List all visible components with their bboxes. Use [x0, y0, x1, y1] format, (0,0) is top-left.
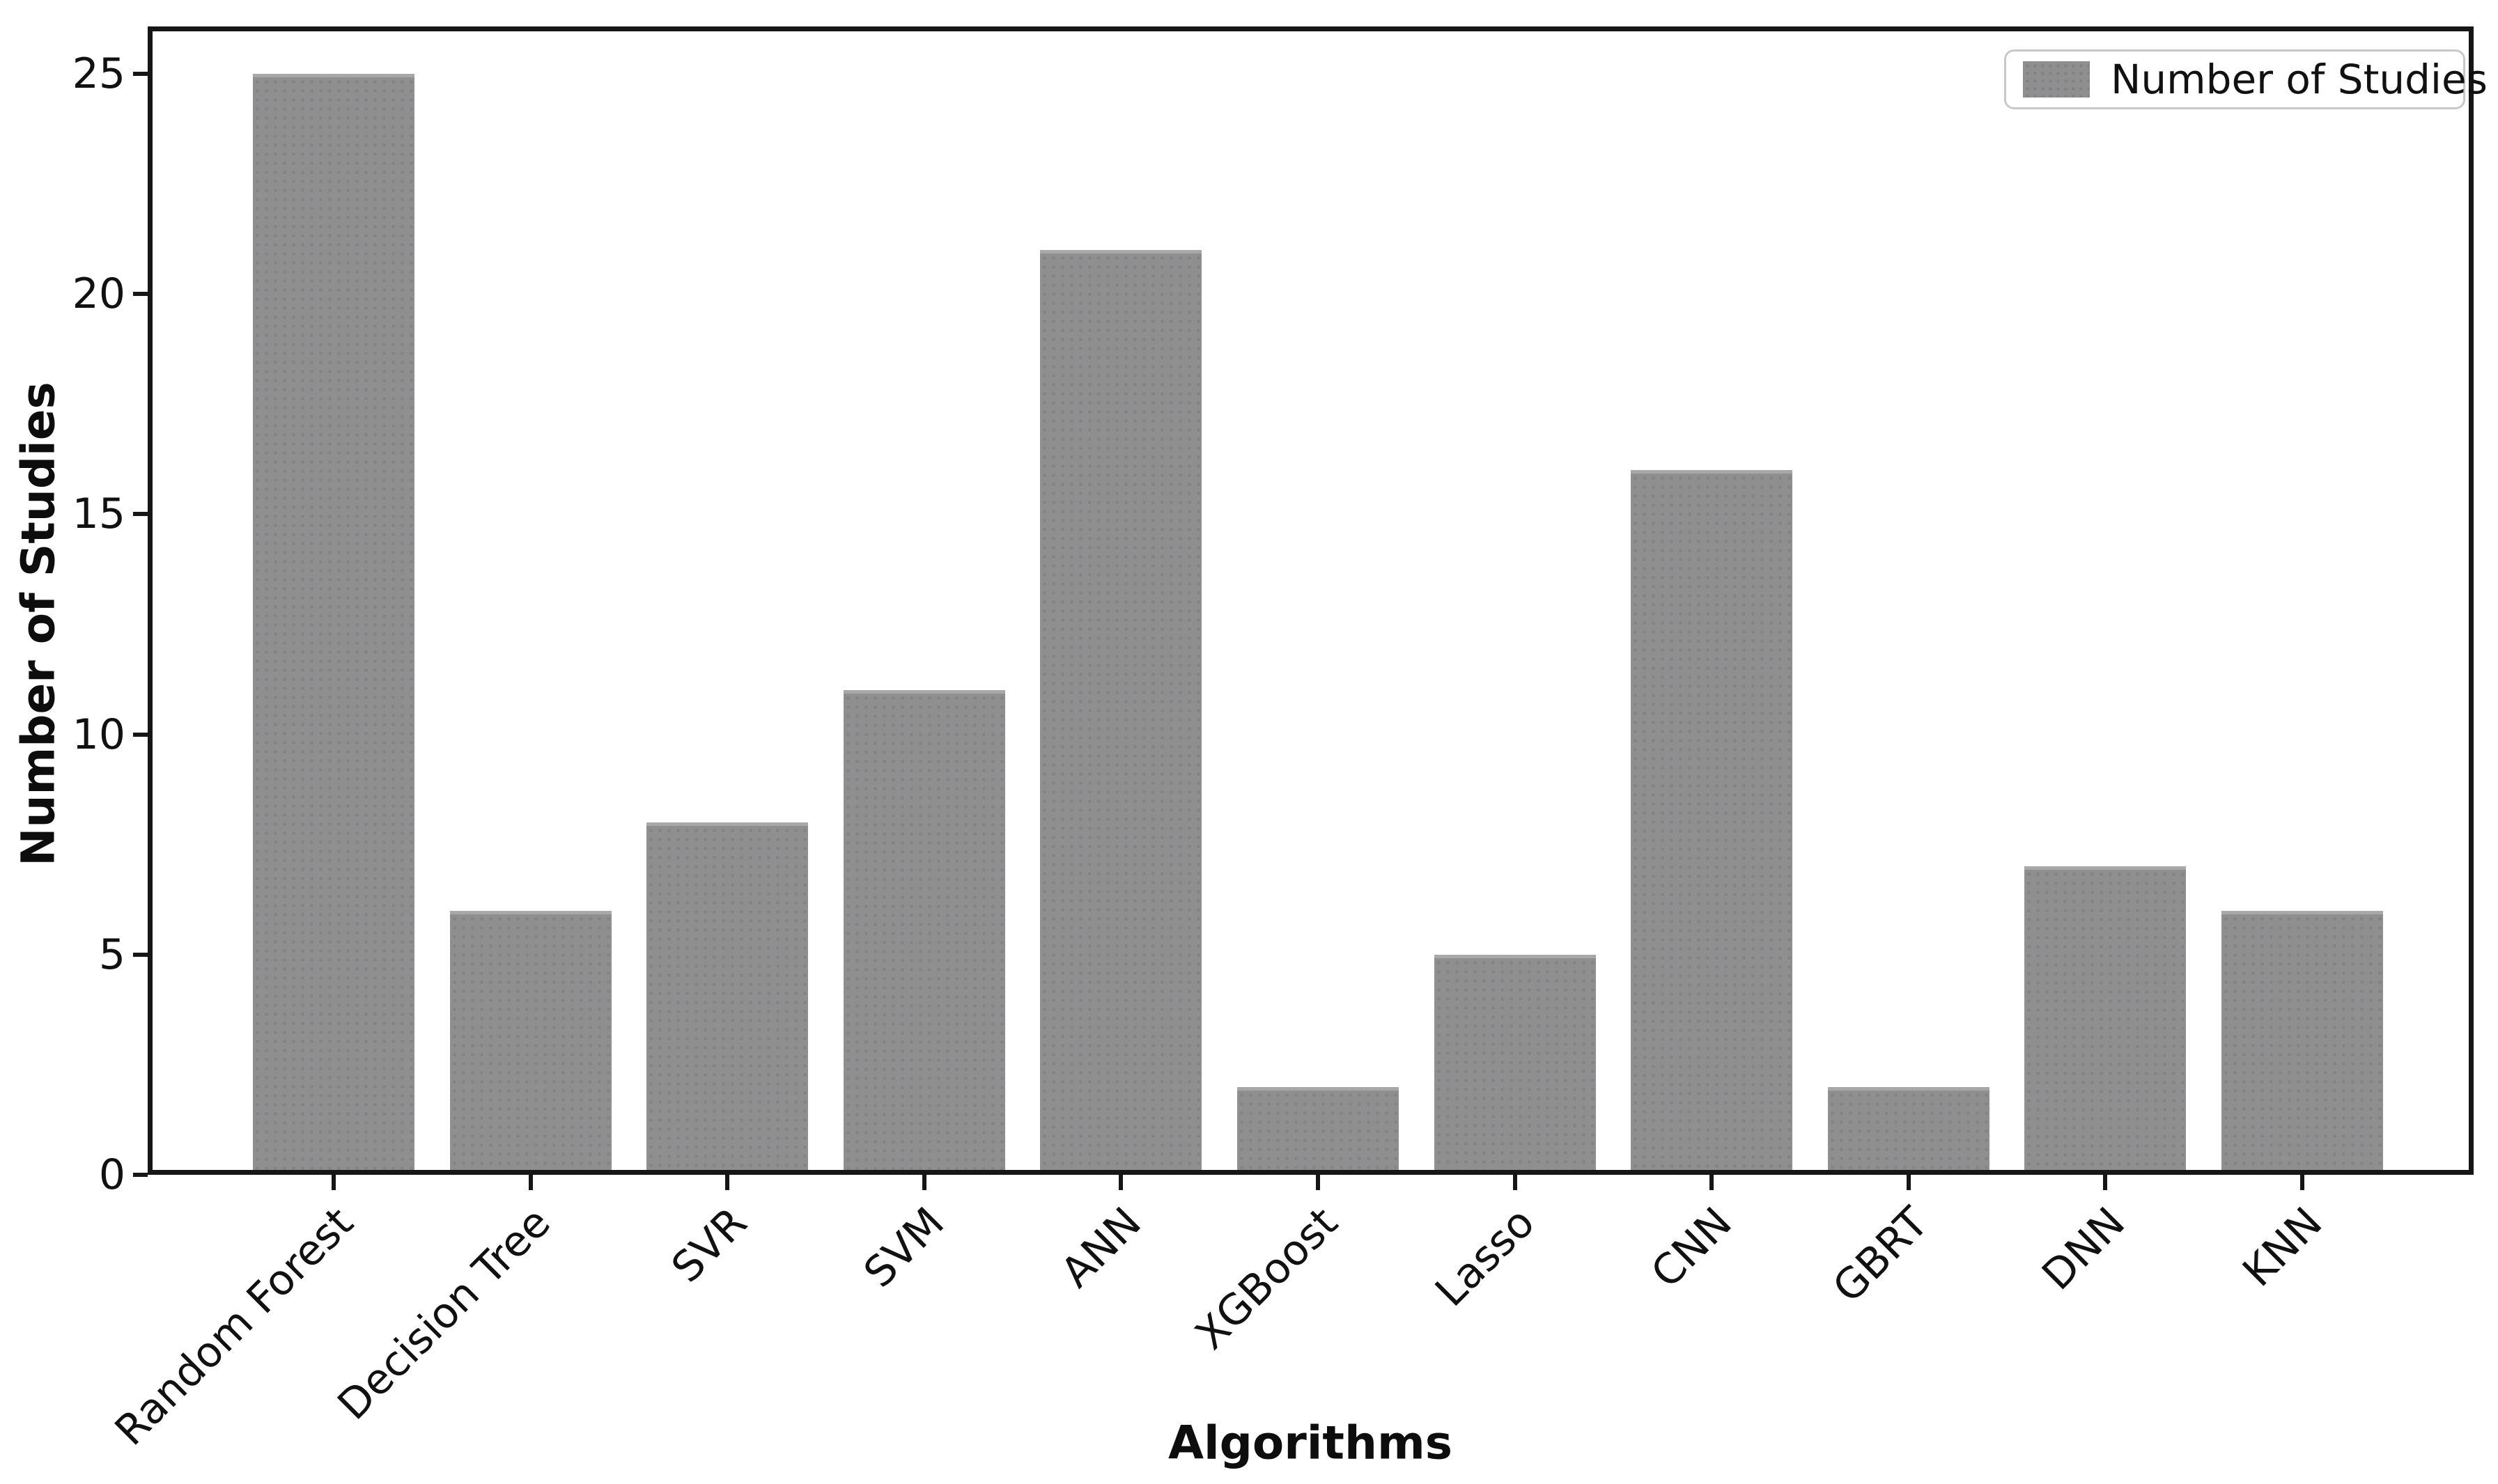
- bar-random-forest: [253, 74, 414, 1175]
- x-tick-mark-xgboost: [1316, 1175, 1320, 1190]
- x-tick-label-gbrt: GBRT: [1824, 1198, 1938, 1313]
- bar-xgboost: [1237, 1086, 1399, 1175]
- x-tick-label-random-forest: Random Forest: [106, 1198, 364, 1455]
- x-tick-label-svr: SVR: [662, 1198, 757, 1292]
- x-tick-mark-svm: [922, 1175, 926, 1190]
- y-tick-label-0: 0: [98, 1150, 125, 1199]
- bar-svm: [843, 690, 1005, 1175]
- y-tick-mark-20: [133, 292, 148, 297]
- bar-lasso: [1434, 954, 1596, 1175]
- x-tick-mark-cnn: [1709, 1175, 1714, 1190]
- x-tick-label-lasso: Lasso: [1426, 1198, 1544, 1316]
- y-tick-label-20: 20: [72, 270, 125, 319]
- x-tick-label-ann: ANN: [1051, 1198, 1151, 1297]
- bar-gbrt: [1827, 1086, 1989, 1175]
- bar-ann: [1040, 249, 1202, 1175]
- x-tick-label-svm: SVM: [854, 1198, 954, 1297]
- x-tick-label-decision-tree: Decision Tree: [328, 1198, 560, 1430]
- bar-dnn: [2024, 866, 2187, 1175]
- x-tick-mark-decision-tree: [528, 1175, 533, 1190]
- x-tick-label-cnn: CNN: [1641, 1198, 1741, 1298]
- x-tick-mark-lasso: [1512, 1175, 1517, 1190]
- y-tick-label-25: 25: [72, 49, 125, 98]
- bar-cnn: [1631, 470, 1793, 1175]
- x-tick-mark-knn: [2300, 1175, 2304, 1190]
- y-tick-label-15: 15: [72, 490, 125, 539]
- y-tick-mark-15: [133, 512, 148, 517]
- x-tick-label-xgboost: XGBoost: [1186, 1198, 1348, 1359]
- x-axis-title: Algorithms: [1167, 1416, 1453, 1470]
- x-tick-label-dnn: DNN: [2033, 1198, 2135, 1300]
- legend: Number of Studies: [2004, 49, 2488, 109]
- bar-decision-tree: [449, 910, 612, 1175]
- x-tick-mark-ann: [1119, 1175, 1124, 1190]
- x-tick-mark-svr: [725, 1175, 730, 1190]
- y-tick-mark-0: [133, 1173, 148, 1177]
- x-tick-label-knn: KNN: [2233, 1198, 2332, 1297]
- x-tick-mark-dnn: [2103, 1175, 2108, 1190]
- plot-frame: [148, 26, 2474, 1175]
- y-axis-title: Number of Studies: [11, 382, 65, 866]
- y-tick-label-5: 5: [98, 930, 125, 979]
- bar-svr: [646, 822, 809, 1175]
- y-tick-mark-10: [133, 732, 148, 737]
- bar-knn: [2221, 910, 2383, 1175]
- x-tick-mark-random-forest: [332, 1175, 336, 1190]
- legend-label: Number of Studies: [2111, 56, 2488, 103]
- x-tick-mark-gbrt: [1906, 1175, 1911, 1190]
- y-tick-mark-25: [133, 72, 148, 76]
- legend-swatch-icon: [2023, 61, 2090, 97]
- y-tick-mark-5: [133, 952, 148, 957]
- y-tick-label-10: 10: [72, 710, 125, 759]
